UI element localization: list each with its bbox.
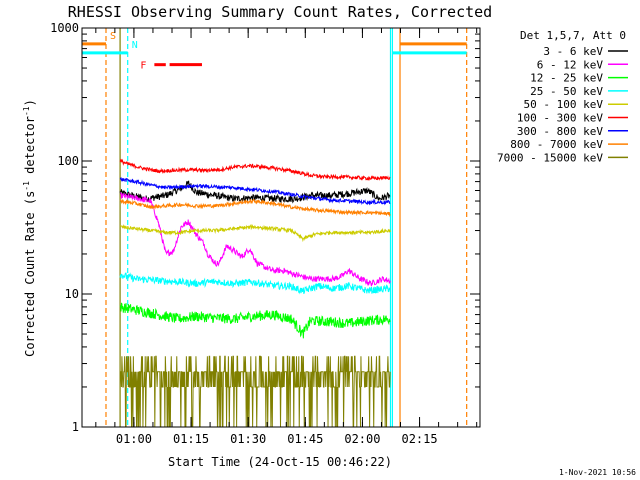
flare-layer: F xyxy=(140,61,202,72)
series-line xyxy=(119,180,391,204)
y-tick-label: 1 xyxy=(72,420,79,434)
x-tick-label: 01:15 xyxy=(173,432,209,446)
y-axis-title-main: Corrected Count Rate (s xyxy=(23,191,37,357)
date-stamp: 1-Nov-2021 10:56 xyxy=(559,468,636,477)
series-line xyxy=(119,355,391,428)
legend-label: 6 - 12 keV xyxy=(537,58,604,71)
y-axis: 1 10 100 1000 xyxy=(50,21,480,434)
y-axis-title-exp-2: -1 xyxy=(22,106,31,116)
y-tick-label: 100 xyxy=(57,154,79,168)
y-axis-title-detector: detector xyxy=(23,116,37,181)
legend-label: 7000 - 15000 keV xyxy=(497,151,603,164)
attenuator-label: N xyxy=(132,40,138,51)
x-tick-label: 01:30 xyxy=(230,432,266,446)
y-axis-title: Corrected Count Rate (s-1 detector-1) xyxy=(22,99,37,357)
legend-label: 50 - 100 keV xyxy=(524,98,604,111)
x-tick-label: 02:00 xyxy=(344,432,380,446)
y-tick-label: 1000 xyxy=(50,21,79,35)
legend-label: 100 - 300 keV xyxy=(517,112,603,125)
series-line xyxy=(119,192,391,287)
series-line xyxy=(119,223,391,243)
series-line xyxy=(119,176,391,206)
legend-label: 3 - 6 keV xyxy=(543,45,603,58)
series-line xyxy=(119,302,391,339)
series-line xyxy=(119,272,391,295)
legend-label: 300 - 800 keV xyxy=(517,125,603,138)
legend-label: 12 - 25 keV xyxy=(530,72,603,85)
series-layer xyxy=(119,158,391,428)
flare-marker-label: F xyxy=(140,61,146,72)
legend-label: 25 - 50 keV xyxy=(530,85,603,98)
y-axis-title-exp-1: -1 xyxy=(22,181,31,191)
x-tick-label: 01:00 xyxy=(116,432,152,446)
y-tick-label: 10 xyxy=(65,287,79,301)
series-line xyxy=(119,158,391,181)
attenuator-label: S xyxy=(110,31,116,42)
x-axis-title: Start Time (24-Oct-15 00:46:22) xyxy=(168,455,392,469)
y-axis-title-close: ) xyxy=(23,99,37,106)
plot-frame xyxy=(81,27,481,428)
legend-label: 800 - 7000 keV xyxy=(510,138,603,151)
x-axis: 01:00 01:15 01:30 01:45 02:00 02:15 xyxy=(95,28,478,446)
x-tick-label: 02:15 xyxy=(401,432,437,446)
chart-title: RHESSI Observing Summary Count Rates, Co… xyxy=(68,3,492,21)
series-line xyxy=(119,198,391,218)
x-tick-label: 01:45 xyxy=(287,432,323,446)
legend-header: Det 1,5,7, Att 0 xyxy=(520,29,626,42)
